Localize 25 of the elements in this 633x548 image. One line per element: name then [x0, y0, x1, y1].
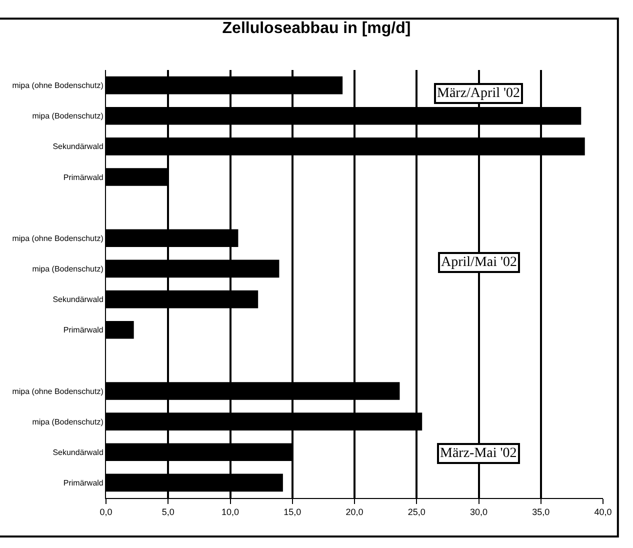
x-tick-label: 35,0: [532, 506, 550, 517]
x-tick-label: 5,0: [162, 506, 174, 517]
x-tick-label: 10,0: [221, 506, 240, 517]
x-tick-label: 20,0: [346, 506, 364, 517]
x-tick-label: 0,0: [100, 506, 112, 517]
x-tick-label: 30,0: [470, 506, 488, 517]
x-tick-label: 40,0: [594, 506, 612, 517]
y-tick-label: mipa (ohne Bodenschutz): [12, 81, 104, 90]
annotation: März/April '02: [437, 86, 520, 101]
y-tick-label: Primärwald: [63, 172, 104, 182]
y-tick-label: Sekundärwald: [52, 295, 104, 304]
x-tick-label: 25,0: [408, 506, 426, 517]
annotation: März-Mai '02: [440, 446, 517, 461]
y-tick-label: mipa (Bodenschutz): [32, 112, 104, 121]
x-tick-label: 15,0: [284, 506, 302, 517]
y-tick-label: mipa (Bodenschutz): [32, 417, 104, 426]
annotation: April/Mai '02: [441, 255, 518, 270]
y-tick-label: mipa (ohne Bodenschutz): [12, 386, 104, 396]
y-tick-label: Sekundärwald: [52, 448, 104, 457]
y-tick-label: Primärwald: [63, 326, 104, 335]
y-tick-label: Sekundärwald: [52, 142, 104, 152]
y-tick-label: Primärwald: [63, 478, 104, 488]
y-tick-label: mipa (ohne Bodenschutz): [12, 234, 104, 243]
y-tick-label: mipa (Bodenschutz): [32, 264, 104, 274]
chart-title: Zelluloseabbau in [mg/d]: [222, 20, 411, 38]
